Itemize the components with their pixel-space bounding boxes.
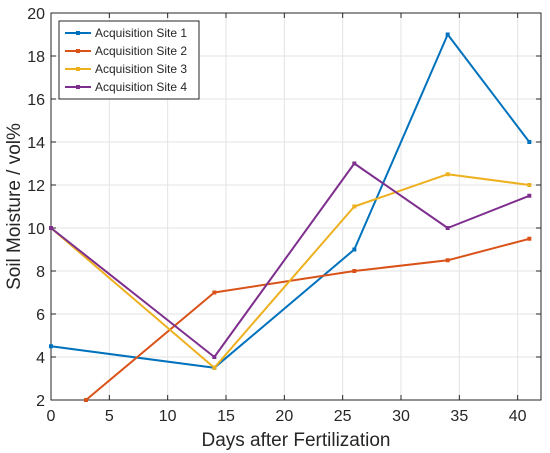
legend-swatch-marker [76,67,80,71]
y-tick-label: 4 [36,350,45,367]
y-tick-label: 18 [27,49,45,66]
data-point [352,269,357,273]
y-tick-label: 16 [27,92,45,109]
axes: 0 5 10 15 20 25 30 35 40 2 4 6 8 10 12 14 16 18 20 [27,6,542,425]
x-tick-label: 35 [450,408,468,425]
legend-item: Acquisition Site 1 [65,26,187,40]
legend-item: Acquisition Site 4 [65,80,187,94]
x-tick-label: 10 [159,408,177,425]
legend-label: Acquisition Site 4 [95,80,187,94]
x-tick-label: 5 [105,408,114,425]
legend-swatch-marker [76,85,80,89]
y-tick-label: 6 [36,307,45,324]
legend-swatch-marker [76,31,80,35]
data-point [49,226,53,230]
data-point [49,344,53,349]
legend-label: Acquisition Site 3 [95,62,187,76]
data-point [445,226,450,230]
x-tick-label: 20 [275,408,293,425]
y-tick-label: 10 [27,221,45,238]
x-tick-label: 40 [509,408,527,425]
legend-item: Acquisition Site 3 [65,62,187,76]
y-tick-label: 14 [27,135,45,152]
x-tick-label: 30 [392,408,410,425]
y-tick-label: 20 [27,6,45,23]
y-tick-label: 2 [36,393,45,410]
data-point [212,355,217,359]
y-tick-label: 8 [36,264,45,281]
series-4 [49,161,532,359]
data-point [212,290,217,295]
series-group [49,32,532,402]
data-point [445,172,450,177]
series-2 [84,236,532,402]
legend-label: Acquisition Site 1 [95,26,187,40]
x-tick-label: 15 [217,408,235,425]
data-point [527,193,532,198]
data-point [84,398,88,402]
data-point [352,161,357,166]
data-point [212,365,217,370]
data-point [527,140,532,144]
x-tick-label: 25 [334,408,352,425]
x-axis-label: Days after Fertilization [201,430,390,451]
data-point [445,32,450,37]
legend-swatch-marker [76,49,80,53]
data-point [445,258,450,263]
legend: Acquisition Site 1 Acquisition Site 2 Acqu… [58,20,200,100]
y-axis-label: Soil Moisture / vol% [4,123,25,290]
data-point [352,204,357,209]
y-tick-label: 12 [27,178,45,195]
axes-box [50,12,542,401]
data-point [527,183,532,187]
x-tick-label: 0 [47,408,56,425]
data-point [527,236,532,241]
legend-item: Acquisition Site 2 [65,44,187,58]
legend-label: Acquisition Site 2 [95,44,187,58]
data-point [352,247,357,252]
